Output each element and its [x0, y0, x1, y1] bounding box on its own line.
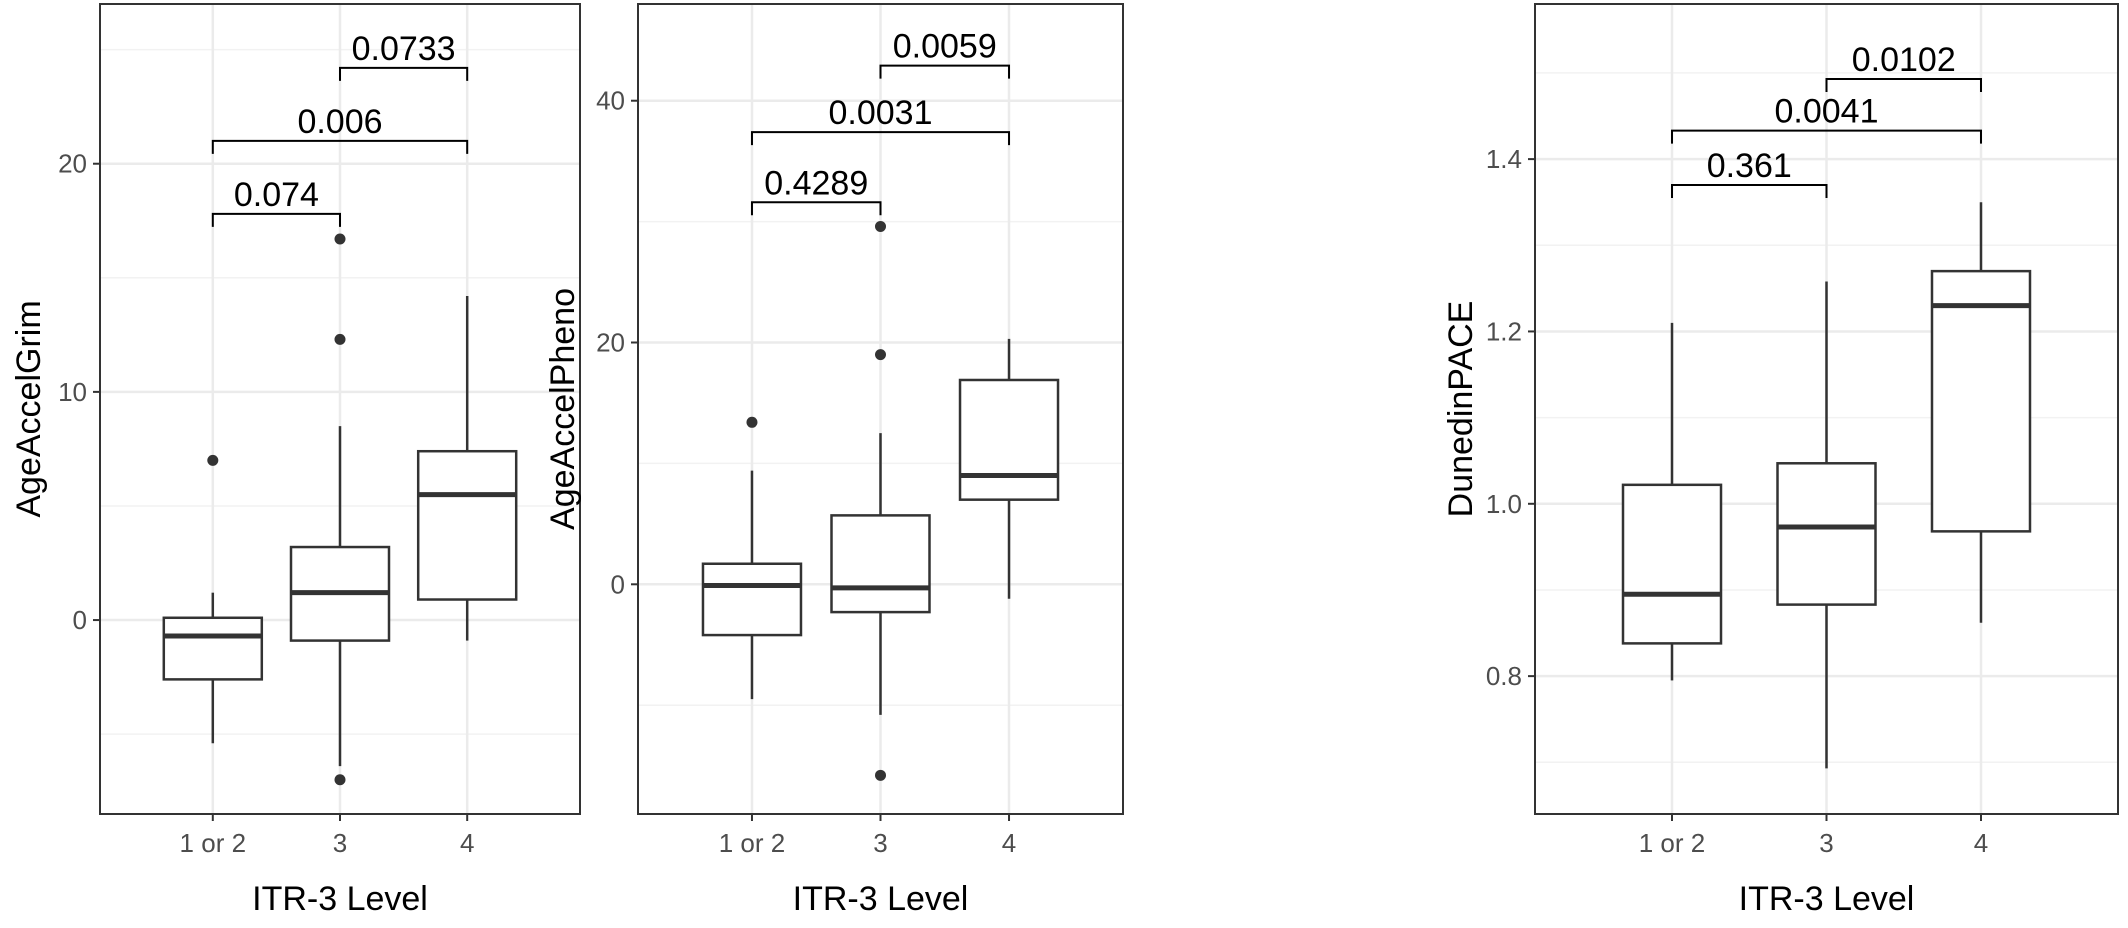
- bracket-line: [339, 66, 469, 81]
- outlier-point: [746, 416, 758, 428]
- x-axis-title: ITR-3 Level: [793, 880, 969, 918]
- y-tick-label: 0: [73, 605, 87, 635]
- comparison-bracket: 0.4289: [750, 164, 882, 216]
- box-2: [1930, 202, 2032, 623]
- box-1: [830, 220, 931, 781]
- y-axis-title: AgeAccelGrim: [10, 300, 48, 517]
- outlier-point: [875, 349, 886, 361]
- x-tick-label: 4: [460, 828, 474, 858]
- comparison-bracket: 0.074: [211, 176, 341, 227]
- comparison-bracket: 0.361: [1671, 147, 1828, 198]
- outlier-point: [207, 454, 219, 466]
- bracket-line: [211, 139, 469, 154]
- box-iqr: [830, 514, 931, 614]
- y-tick-label: 20: [58, 149, 87, 179]
- bracket-line: [750, 131, 1011, 146]
- box-iqr: [1621, 483, 1723, 645]
- x-axis-title: ITR-3 Level: [252, 880, 428, 918]
- y-axis-title: DunedinPACE: [1442, 301, 1480, 518]
- chart-panel-2: 0.4289 0.0031 0.0059 0 20 40 1 or 2 3 4 ITR-3 Lev…: [544, 3, 1124, 918]
- y-axis-title: AgeAccelPheno: [544, 288, 582, 530]
- x-tick-label: 1 or 2: [1639, 828, 1706, 858]
- comparison-bracket: 0.0041: [1671, 93, 1982, 144]
- x-axis-title: ITR-3 Level: [1739, 880, 1915, 918]
- x-tick-label: 4: [1002, 828, 1016, 858]
- box-iqr: [162, 616, 264, 681]
- p-value-label: 0.006: [297, 103, 382, 141]
- comparison-bracket: 0.0031: [750, 94, 1011, 146]
- box-2: [416, 296, 518, 641]
- y-tick-label: 10: [58, 377, 87, 407]
- box-iqr: [1930, 269, 2032, 533]
- x-tick-label: 3: [1819, 828, 1833, 858]
- box-1: [1776, 281, 1877, 769]
- bracket-line: [1825, 77, 1982, 92]
- bracket-line: [750, 201, 882, 216]
- x-tick-label: 4: [1974, 828, 1988, 858]
- chart-panel-3: 0.361 0.0041 0.0102 0.8 1.0 1.2 1.4 1 or 2 3 4 ITR…: [1442, 3, 2119, 918]
- y-tick-label: 0.8: [1486, 661, 1522, 691]
- x-tick-label: 3: [873, 828, 887, 858]
- x-tick-label: 1 or 2: [719, 828, 786, 858]
- box-iqr: [416, 449, 518, 601]
- p-value-label: 0.0041: [1775, 93, 1879, 131]
- x-tick-label: 1 or 2: [180, 828, 247, 858]
- p-value-label: 0.0031: [829, 94, 933, 132]
- bracket-line: [211, 212, 341, 227]
- x-tick-label: 3: [333, 828, 347, 858]
- comparison-bracket: 0.0059: [879, 28, 1011, 79]
- p-value-label: 0.4289: [764, 164, 868, 202]
- box-1: [289, 233, 391, 786]
- p-value-label: 0.0059: [893, 28, 997, 66]
- box-0: [701, 416, 803, 700]
- outlier-point: [334, 774, 346, 786]
- box-iqr: [701, 562, 803, 637]
- outlier-point: [875, 769, 886, 781]
- outlier-point: [875, 220, 886, 232]
- y-tick-label: 1.0: [1486, 489, 1522, 519]
- outlier-point: [334, 333, 346, 345]
- p-value-label: 0.0102: [1852, 41, 1956, 79]
- bracket-line: [879, 64, 1011, 79]
- y-tick-label: 0: [611, 569, 625, 599]
- bracket-line: [1671, 129, 1982, 144]
- box-2: [958, 338, 1060, 599]
- chart-panel-1: 0.074 0.006 0.0733 0 10 20 1 or 2 3 4 ITR-3 Level…: [10, 3, 581, 918]
- outlier-point: [334, 233, 346, 245]
- box-0: [162, 454, 264, 744]
- comparison-bracket: 0.006: [211, 103, 469, 154]
- y-tick-label: 20: [596, 328, 625, 358]
- comparison-bracket: 0.0102: [1825, 41, 1982, 92]
- y-tick-label: 1.2: [1486, 316, 1522, 346]
- box-iqr: [1776, 462, 1877, 606]
- p-value-label: 0.0733: [352, 30, 456, 68]
- box-iqr: [958, 378, 1060, 501]
- p-value-label: 0.361: [1707, 147, 1792, 185]
- y-tick-label: 1.4: [1486, 144, 1522, 174]
- p-value-label: 0.074: [234, 176, 319, 214]
- y-tick-label: 40: [596, 86, 625, 116]
- box-0: [1621, 322, 1723, 681]
- comparison-bracket: 0.0733: [339, 30, 469, 81]
- bracket-line: [1671, 183, 1828, 198]
